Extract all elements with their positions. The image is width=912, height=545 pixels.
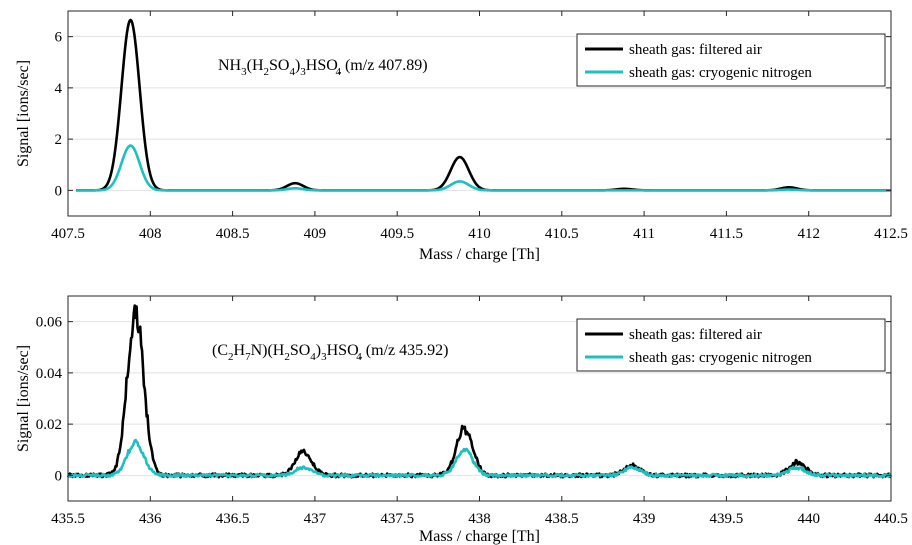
x-tick-label: 439	[633, 511, 656, 527]
legend: sheath gas: filtered air sheath gas: cryo…	[576, 318, 886, 372]
y-tick-label: 0.04	[36, 366, 63, 382]
y-tick-label: 2	[55, 132, 63, 148]
x-tick-label: 412	[797, 226, 820, 242]
x-tick-label: 437.5	[380, 511, 414, 527]
x-tick-label: 440	[797, 511, 820, 527]
y-axis-label: Signal [ions/sec]	[15, 345, 32, 452]
legend-box	[576, 33, 886, 87]
legend-label: sheath gas: filtered air	[629, 327, 762, 343]
x-tick-label: 440.5	[874, 511, 908, 527]
y-axis-label: Signal [ions/sec]	[15, 60, 32, 167]
x-tick-label: 436.5	[216, 511, 250, 527]
x-tick-label: 410.5	[545, 226, 579, 242]
x-tick-label: 410	[468, 226, 491, 242]
x-tick-label: 409	[304, 226, 327, 242]
x-tick-label: 412.5	[874, 226, 908, 242]
y-tick-label: 0.02	[36, 417, 62, 433]
legend: sheath gas: filtered air sheath gas: cryo…	[576, 33, 886, 87]
legend-label: sheath gas: cryogenic nitrogen	[629, 350, 812, 366]
y-tick-label: 0.06	[36, 315, 63, 331]
x-tick-label: 435.5	[51, 511, 85, 527]
x-tick-label: 408	[139, 226, 162, 242]
x-tick-label: 439.5	[710, 511, 744, 527]
chart-panel-2: 435.5 436 436.5 437 437.5 438 438.5 439 439.5 440…	[15, 295, 908, 545]
x-tick-label: 408.5	[216, 226, 250, 242]
y-tick-label: 0	[55, 468, 63, 484]
series-line	[67, 438, 893, 479]
x-tick-label: 411	[633, 226, 655, 242]
legend-label: sheath gas: filtered air	[629, 42, 762, 58]
x-tick-label: 438	[468, 511, 491, 527]
y-tick-label: 6	[55, 30, 63, 46]
x-tick-label: 411.5	[710, 226, 743, 242]
formula-annotation: (C2H7N)(H2SO4)3HSO-4 (m/z 435.92)	[212, 342, 448, 363]
x-tick-label: 409.5	[380, 226, 414, 242]
series-line	[75, 144, 892, 192]
y-tick-label: 0	[55, 183, 63, 199]
x-tick-label: 438.5	[545, 511, 579, 527]
y-tick-label: 4	[55, 81, 63, 97]
x-tick-label: 407.5	[51, 226, 85, 242]
x-tick-label: 436	[139, 511, 162, 527]
x-tick-label: 437	[304, 511, 327, 527]
legend-box	[576, 318, 886, 372]
x-axis-label: Mass / charge [Th]	[419, 246, 540, 263]
chart-panel-1: 407.5 408 408.5 409 409.5 410 410.5 411 411.5 412…	[15, 10, 908, 263]
legend-label: sheath gas: cryogenic nitrogen	[629, 65, 812, 81]
x-axis-label: Mass / charge [Th]	[419, 528, 540, 545]
formula-annotation: NH3(H2SO4)3HSO-4 (m/z 407.89)	[218, 57, 428, 78]
